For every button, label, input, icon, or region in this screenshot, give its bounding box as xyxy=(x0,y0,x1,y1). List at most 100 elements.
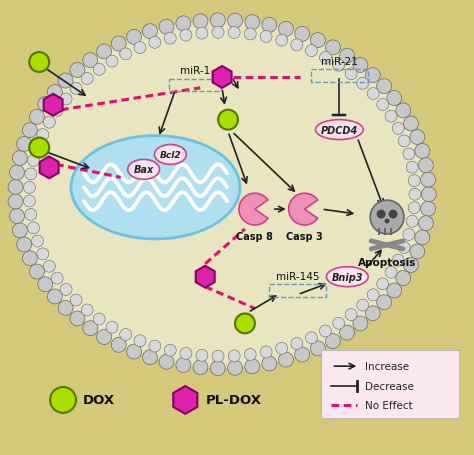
Circle shape xyxy=(120,329,132,341)
Circle shape xyxy=(164,344,176,356)
Circle shape xyxy=(193,360,208,375)
Circle shape xyxy=(403,258,419,273)
Circle shape xyxy=(37,129,49,141)
Text: Casp 8: Casp 8 xyxy=(237,232,273,242)
Circle shape xyxy=(143,350,157,365)
Circle shape xyxy=(196,28,208,40)
Circle shape xyxy=(235,314,255,334)
Circle shape xyxy=(32,236,44,248)
Circle shape xyxy=(385,267,397,278)
Circle shape xyxy=(25,209,37,221)
Ellipse shape xyxy=(71,136,240,239)
Circle shape xyxy=(29,53,49,73)
Ellipse shape xyxy=(155,145,186,165)
Text: PDCD4: PDCD4 xyxy=(321,125,358,135)
Circle shape xyxy=(81,73,93,85)
Text: Bcl2: Bcl2 xyxy=(160,151,181,160)
Text: No Effect: No Effect xyxy=(365,400,413,410)
Circle shape xyxy=(38,277,53,292)
Circle shape xyxy=(403,117,419,131)
Text: Increase: Increase xyxy=(365,361,410,371)
Text: miR-1: miR-1 xyxy=(180,66,210,76)
Circle shape xyxy=(22,123,37,138)
Circle shape xyxy=(367,289,379,301)
Circle shape xyxy=(51,105,63,117)
Circle shape xyxy=(134,335,146,347)
Circle shape xyxy=(319,52,331,64)
Circle shape xyxy=(370,201,404,234)
Circle shape xyxy=(384,219,390,224)
Polygon shape xyxy=(196,266,215,288)
Circle shape xyxy=(81,304,93,316)
Circle shape xyxy=(218,111,238,130)
Circle shape xyxy=(333,60,345,72)
Circle shape xyxy=(29,110,45,125)
Circle shape xyxy=(244,29,256,41)
Circle shape xyxy=(70,83,82,95)
Circle shape xyxy=(260,346,272,358)
Circle shape xyxy=(83,54,98,69)
Circle shape xyxy=(8,195,23,209)
Circle shape xyxy=(310,34,325,48)
Circle shape xyxy=(37,248,49,260)
Circle shape xyxy=(83,321,98,336)
Wedge shape xyxy=(289,194,318,226)
Polygon shape xyxy=(40,157,59,179)
Circle shape xyxy=(180,348,192,359)
Circle shape xyxy=(365,69,380,83)
Circle shape xyxy=(340,49,355,64)
Circle shape xyxy=(410,244,425,259)
Circle shape xyxy=(305,332,318,344)
Ellipse shape xyxy=(316,121,363,140)
Circle shape xyxy=(353,58,368,73)
Circle shape xyxy=(143,25,157,40)
Circle shape xyxy=(127,30,142,45)
Circle shape xyxy=(326,41,340,56)
Ellipse shape xyxy=(327,267,368,287)
Circle shape xyxy=(410,130,425,145)
Circle shape xyxy=(377,295,392,310)
Circle shape xyxy=(389,210,398,219)
Circle shape xyxy=(12,151,27,166)
Polygon shape xyxy=(173,386,197,414)
Circle shape xyxy=(127,344,142,359)
Circle shape xyxy=(262,356,277,371)
Polygon shape xyxy=(213,67,232,89)
Circle shape xyxy=(120,49,132,61)
Circle shape xyxy=(310,341,325,356)
Circle shape xyxy=(419,216,433,231)
Text: miR-21: miR-21 xyxy=(321,57,358,67)
Circle shape xyxy=(291,40,303,52)
Circle shape xyxy=(276,343,288,354)
Circle shape xyxy=(176,17,191,32)
Circle shape xyxy=(17,238,32,253)
Circle shape xyxy=(305,46,318,57)
Text: Bax: Bax xyxy=(134,165,154,175)
Circle shape xyxy=(319,325,331,337)
Circle shape xyxy=(340,326,355,340)
Circle shape xyxy=(27,155,39,167)
Circle shape xyxy=(25,168,37,181)
Circle shape xyxy=(345,69,357,81)
Circle shape xyxy=(295,27,310,42)
Circle shape xyxy=(22,251,37,266)
Circle shape xyxy=(415,231,430,245)
Circle shape xyxy=(44,261,55,273)
Circle shape xyxy=(176,358,191,373)
Circle shape xyxy=(406,162,418,174)
Text: miR-145: miR-145 xyxy=(276,271,319,281)
Circle shape xyxy=(357,299,369,311)
Text: PL-DOX: PL-DOX xyxy=(206,394,262,407)
Circle shape xyxy=(111,338,126,353)
Circle shape xyxy=(387,91,402,106)
Circle shape xyxy=(228,14,243,29)
Circle shape xyxy=(106,322,118,334)
Circle shape xyxy=(9,166,25,181)
Ellipse shape xyxy=(15,21,429,369)
Circle shape xyxy=(70,63,85,78)
Text: Bnip3: Bnip3 xyxy=(332,272,363,282)
Circle shape xyxy=(58,301,73,316)
Circle shape xyxy=(392,254,404,267)
Text: Apoptosis: Apoptosis xyxy=(358,257,416,267)
Circle shape xyxy=(32,142,44,154)
